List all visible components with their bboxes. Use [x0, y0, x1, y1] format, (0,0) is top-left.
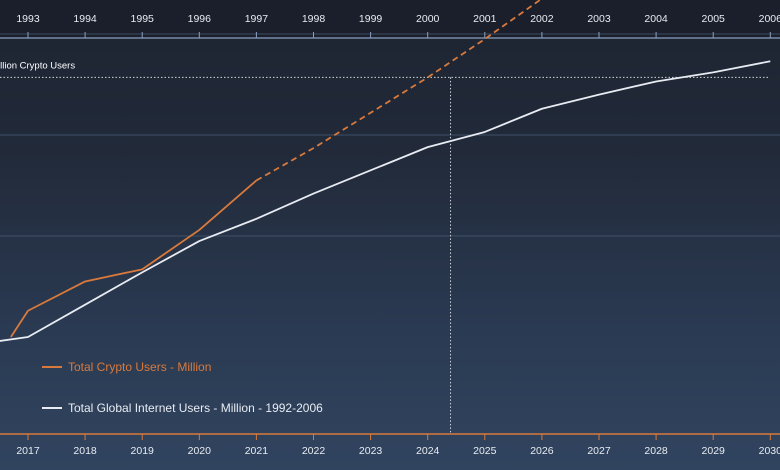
gridlines [0, 33, 780, 237]
top-tick-label: 2004 [644, 13, 668, 25]
bottom-tick-label: 2019 [131, 445, 155, 457]
top-tick-label: 1993 [16, 13, 40, 25]
top-tick-label: 1994 [73, 13, 97, 25]
top-tick-label: 2000 [416, 13, 440, 25]
bottom-tick-label: 2026 [530, 445, 554, 457]
series-line-crypto-actual [10, 179, 257, 338]
annotations: 5.1 Billion Crypto Usersillion Crypto Us… [0, 60, 770, 434]
top-tick-label: 2006 [759, 13, 780, 25]
top-tick-label: 2002 [530, 13, 554, 25]
series-line-internet [0, 60, 771, 342]
bottom-tick-label: 2023 [359, 445, 383, 457]
legend-label-crypto: Total Crypto Users - Million [68, 360, 211, 374]
bottom-tick-label: 2024 [416, 445, 440, 457]
top-tick-label: 2003 [587, 13, 611, 25]
top-tick-label: 1999 [359, 13, 383, 25]
legend-label-internet: Total Global Internet Users - Million - … [68, 401, 323, 415]
top-tick-label: 1995 [131, 13, 155, 25]
bottom-tick-label: 2020 [188, 445, 212, 457]
annotation-label-2-5b: illion Crypto Users [0, 60, 75, 71]
bottom-tick-label: 2030 [759, 445, 780, 457]
top-axis-band [0, 0, 780, 38]
bottom-tick-label: 2021 [245, 445, 269, 457]
series-line-crypto-projection [255, 0, 542, 182]
top-tick-label: 1996 [188, 13, 212, 25]
top-tick-label: 1997 [245, 13, 269, 25]
bottom-tick-label: 2029 [702, 445, 726, 457]
top-tick-label: 2001 [473, 13, 497, 25]
bottom-axis-ticks: 2017 2018 2019 2020 2021 2022 2023 2024 2025 2026… [16, 434, 780, 457]
bottom-tick-label: 2018 [73, 445, 97, 457]
top-tick-label: 2005 [702, 13, 726, 25]
bottom-tick-label: 2027 [587, 445, 611, 457]
bottom-tick-label: 2028 [644, 445, 668, 457]
top-axis-ticks: 1993 1994 1995 1996 1997 1998 1999 2000 2001 2002… [16, 13, 780, 38]
bottom-tick-label: 2017 [16, 445, 40, 457]
bottom-tick-label: 2025 [473, 445, 497, 457]
top-tick-label: 1998 [302, 13, 326, 25]
bottom-tick-label: 2022 [302, 445, 326, 457]
series-lines [0, 0, 771, 342]
legend: Total Crypto Users - Million Total Globa… [42, 360, 323, 415]
